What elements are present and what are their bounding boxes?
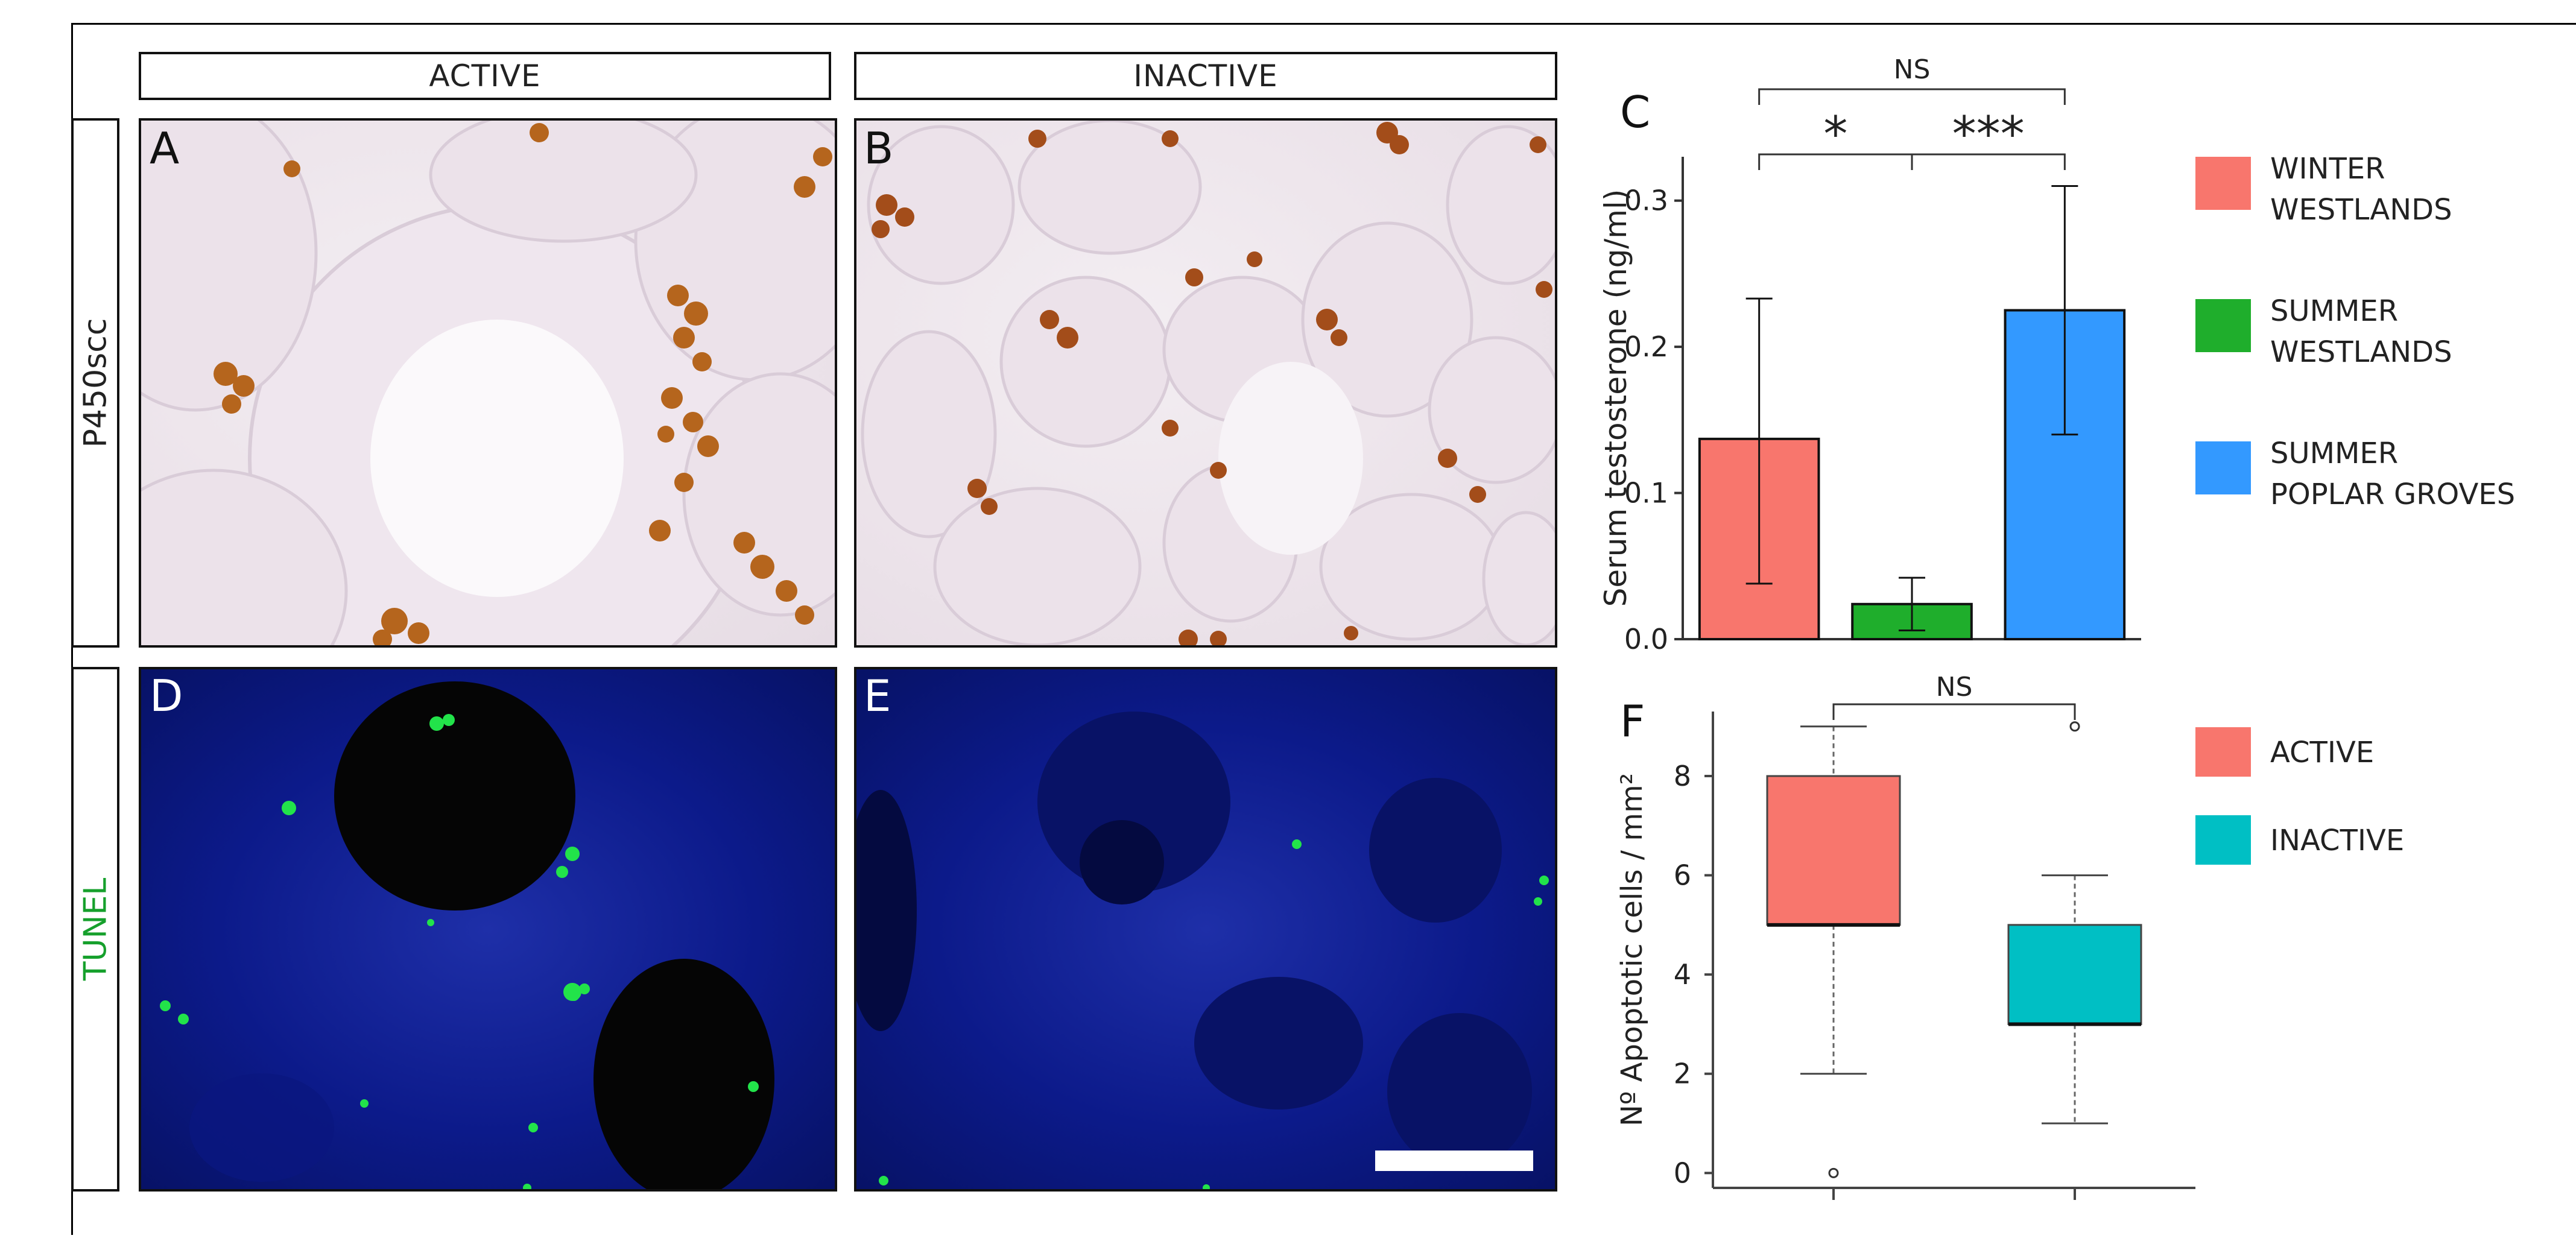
figure-frame-top [71, 23, 2576, 25]
chart-c-legend-swatch [2195, 299, 2251, 352]
micrograph-d-image [160, 681, 774, 1189]
micrograph-b-image [861, 121, 1555, 645]
chart-f-legend-swatch [2195, 815, 2251, 865]
chart-f-ylabel: Nº Apoptotic cells / mm² [1615, 773, 1649, 1126]
chart-f-ytick-label: 4 [1674, 958, 1691, 991]
micrograph-b-p450scc-inactive [854, 118, 1557, 648]
scale-bar [1375, 1151, 1533, 1171]
chart-f-ytick-label: 2 [1674, 1058, 1691, 1090]
chart-c-ytick-label: 0.1 [1624, 477, 1668, 510]
panel-letter-b: B [864, 123, 894, 174]
chart-c-legend-label-line2: POPLAR GROVES [2270, 478, 2515, 511]
chart-c-legend-label-line2: WESTLANDS [2270, 193, 2452, 227]
chart-c-significance-bracket: *** [1911, 106, 2066, 170]
chart-f-outlier [2069, 721, 2080, 732]
chart-f-legend-label: INACTIVE [2270, 824, 2404, 857]
chart-c-ytick-label: 0.0 [1624, 623, 1668, 655]
panel-letter-a: A [150, 123, 180, 174]
column-header-inactive: INACTIVE [854, 52, 1557, 100]
chart-f-box [2007, 924, 2142, 1025]
row-label-p450scc-text: P450scc [77, 318, 114, 448]
micrograph-d-tunel-active [139, 667, 837, 1192]
panel-letter-d: D [150, 671, 183, 721]
chart-c-legend-swatch [2195, 441, 2251, 494]
chart-c-significance-bracket: NS [1758, 54, 2066, 105]
chart-c-legend-label-line2: WESTLANDS [2270, 335, 2452, 369]
chart-f-significance-label: NS [1936, 672, 1973, 702]
chart-c-significance-bracket: * [1758, 106, 1913, 170]
chart-c-significance-label: * [1823, 106, 1847, 162]
chart-c-legend-label-line1: SUMMER [2270, 437, 2398, 470]
chart-c-ytick-label: 0.3 [1624, 185, 1668, 217]
chart-c-legend-swatch [2195, 157, 2251, 210]
panel-letter-c: C [1620, 87, 1651, 137]
micrograph-a-image [141, 121, 835, 645]
column-header-inactive-label: INACTIVE [1133, 58, 1278, 93]
micrograph-e-tunel-inactive [854, 667, 1557, 1192]
chart-c-significance-label: NS [1894, 54, 1931, 85]
chart-f-legend-label: ACTIVE [2270, 736, 2374, 769]
panel-letter-e: E [864, 671, 891, 721]
chart-f-legend-swatch [2195, 727, 2251, 777]
row-label-tunel-text: TUNEL [77, 877, 113, 981]
column-header-active: ACTIVE [139, 52, 831, 100]
chart-f-box [1766, 775, 1901, 926]
column-header-active-label: ACTIVE [429, 58, 541, 93]
row-label-p450scc: P450scc [71, 118, 119, 648]
chart-f-ytick-label: 6 [1674, 859, 1691, 892]
chart-c-ytick-label: 0.2 [1624, 330, 1668, 363]
chart-f-ytick-label: 0 [1674, 1157, 1691, 1189]
chart-f-outlier [1828, 1167, 1839, 1178]
micrograph-a-p450scc-active [139, 118, 837, 648]
chart-c-bracket-line [1911, 153, 2066, 170]
chart-c-significance-label: *** [1952, 106, 2025, 162]
chart-c-legend-label-line1: SUMMER [2270, 294, 2398, 328]
chart-c-bracket-line [1758, 88, 2066, 105]
chart-c-ylabel: Serum testosterone (ng/ml) [1598, 189, 1633, 607]
chart-f-bracket-line [1832, 703, 2076, 720]
chart-c-legend-label-line1: WINTER [2270, 152, 2385, 186]
chart-f-ytick-label: 8 [1674, 760, 1691, 792]
row-label-tunel: TUNEL [71, 667, 119, 1192]
chart-f-significance-bracket: NS [1832, 672, 2076, 720]
chart-f-apoptotic-cells: 0 2 4 6 8 Nº Apoptotic cells / mm² NS ACTIVE INA… [1615, 672, 2404, 1200]
panel-letter-f: F [1620, 696, 1645, 747]
micrograph-e-image [856, 712, 1549, 1189]
